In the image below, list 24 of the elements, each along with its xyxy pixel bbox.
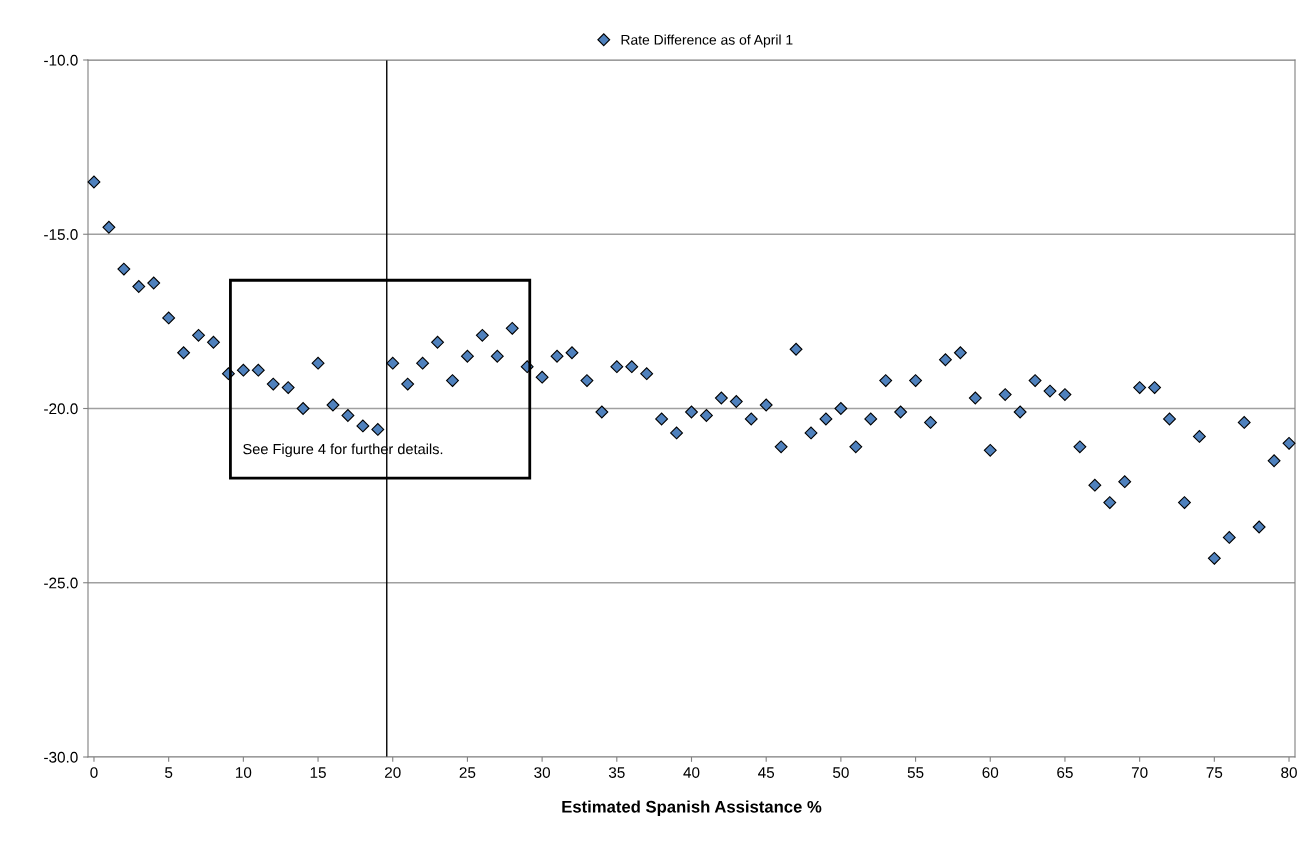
x-tick-label: 50: [833, 767, 849, 778]
y-tick-label: -25.0: [44, 577, 78, 589]
y-tick-label: -20.0: [44, 403, 78, 415]
x-tick-label: 10: [236, 767, 252, 778]
x-tick-label: 70: [1131, 767, 1148, 778]
x-tick-label: 60: [982, 767, 999, 778]
x-tick-label: 5: [165, 767, 173, 778]
y-tick-label: -15.0: [44, 229, 78, 240]
x-tick-label: 75: [1206, 767, 1223, 778]
x-tick-label: 15: [310, 767, 326, 778]
x-tick-label: 55: [907, 767, 924, 778]
y-tick-label: -10.0: [44, 54, 78, 66]
x-tick-label: 65: [1057, 767, 1073, 778]
x-axis-title: Estimated Spanish Assistance %: [562, 800, 822, 816]
x-tick-label: 80: [1281, 767, 1297, 778]
x-tick-label: 35: [608, 767, 625, 778]
y-tick-label: -30.0: [44, 751, 78, 763]
x-tick-label: 30: [534, 767, 551, 778]
x-tick-label: 45: [758, 767, 775, 778]
x-tick-label: 20: [385, 767, 401, 778]
legend-label: Rate Difference as of April 1: [621, 34, 793, 48]
x-tick-label: 0: [90, 767, 98, 778]
x-tick-label: 25: [459, 767, 476, 778]
x-tick-label: 40: [683, 767, 700, 778]
